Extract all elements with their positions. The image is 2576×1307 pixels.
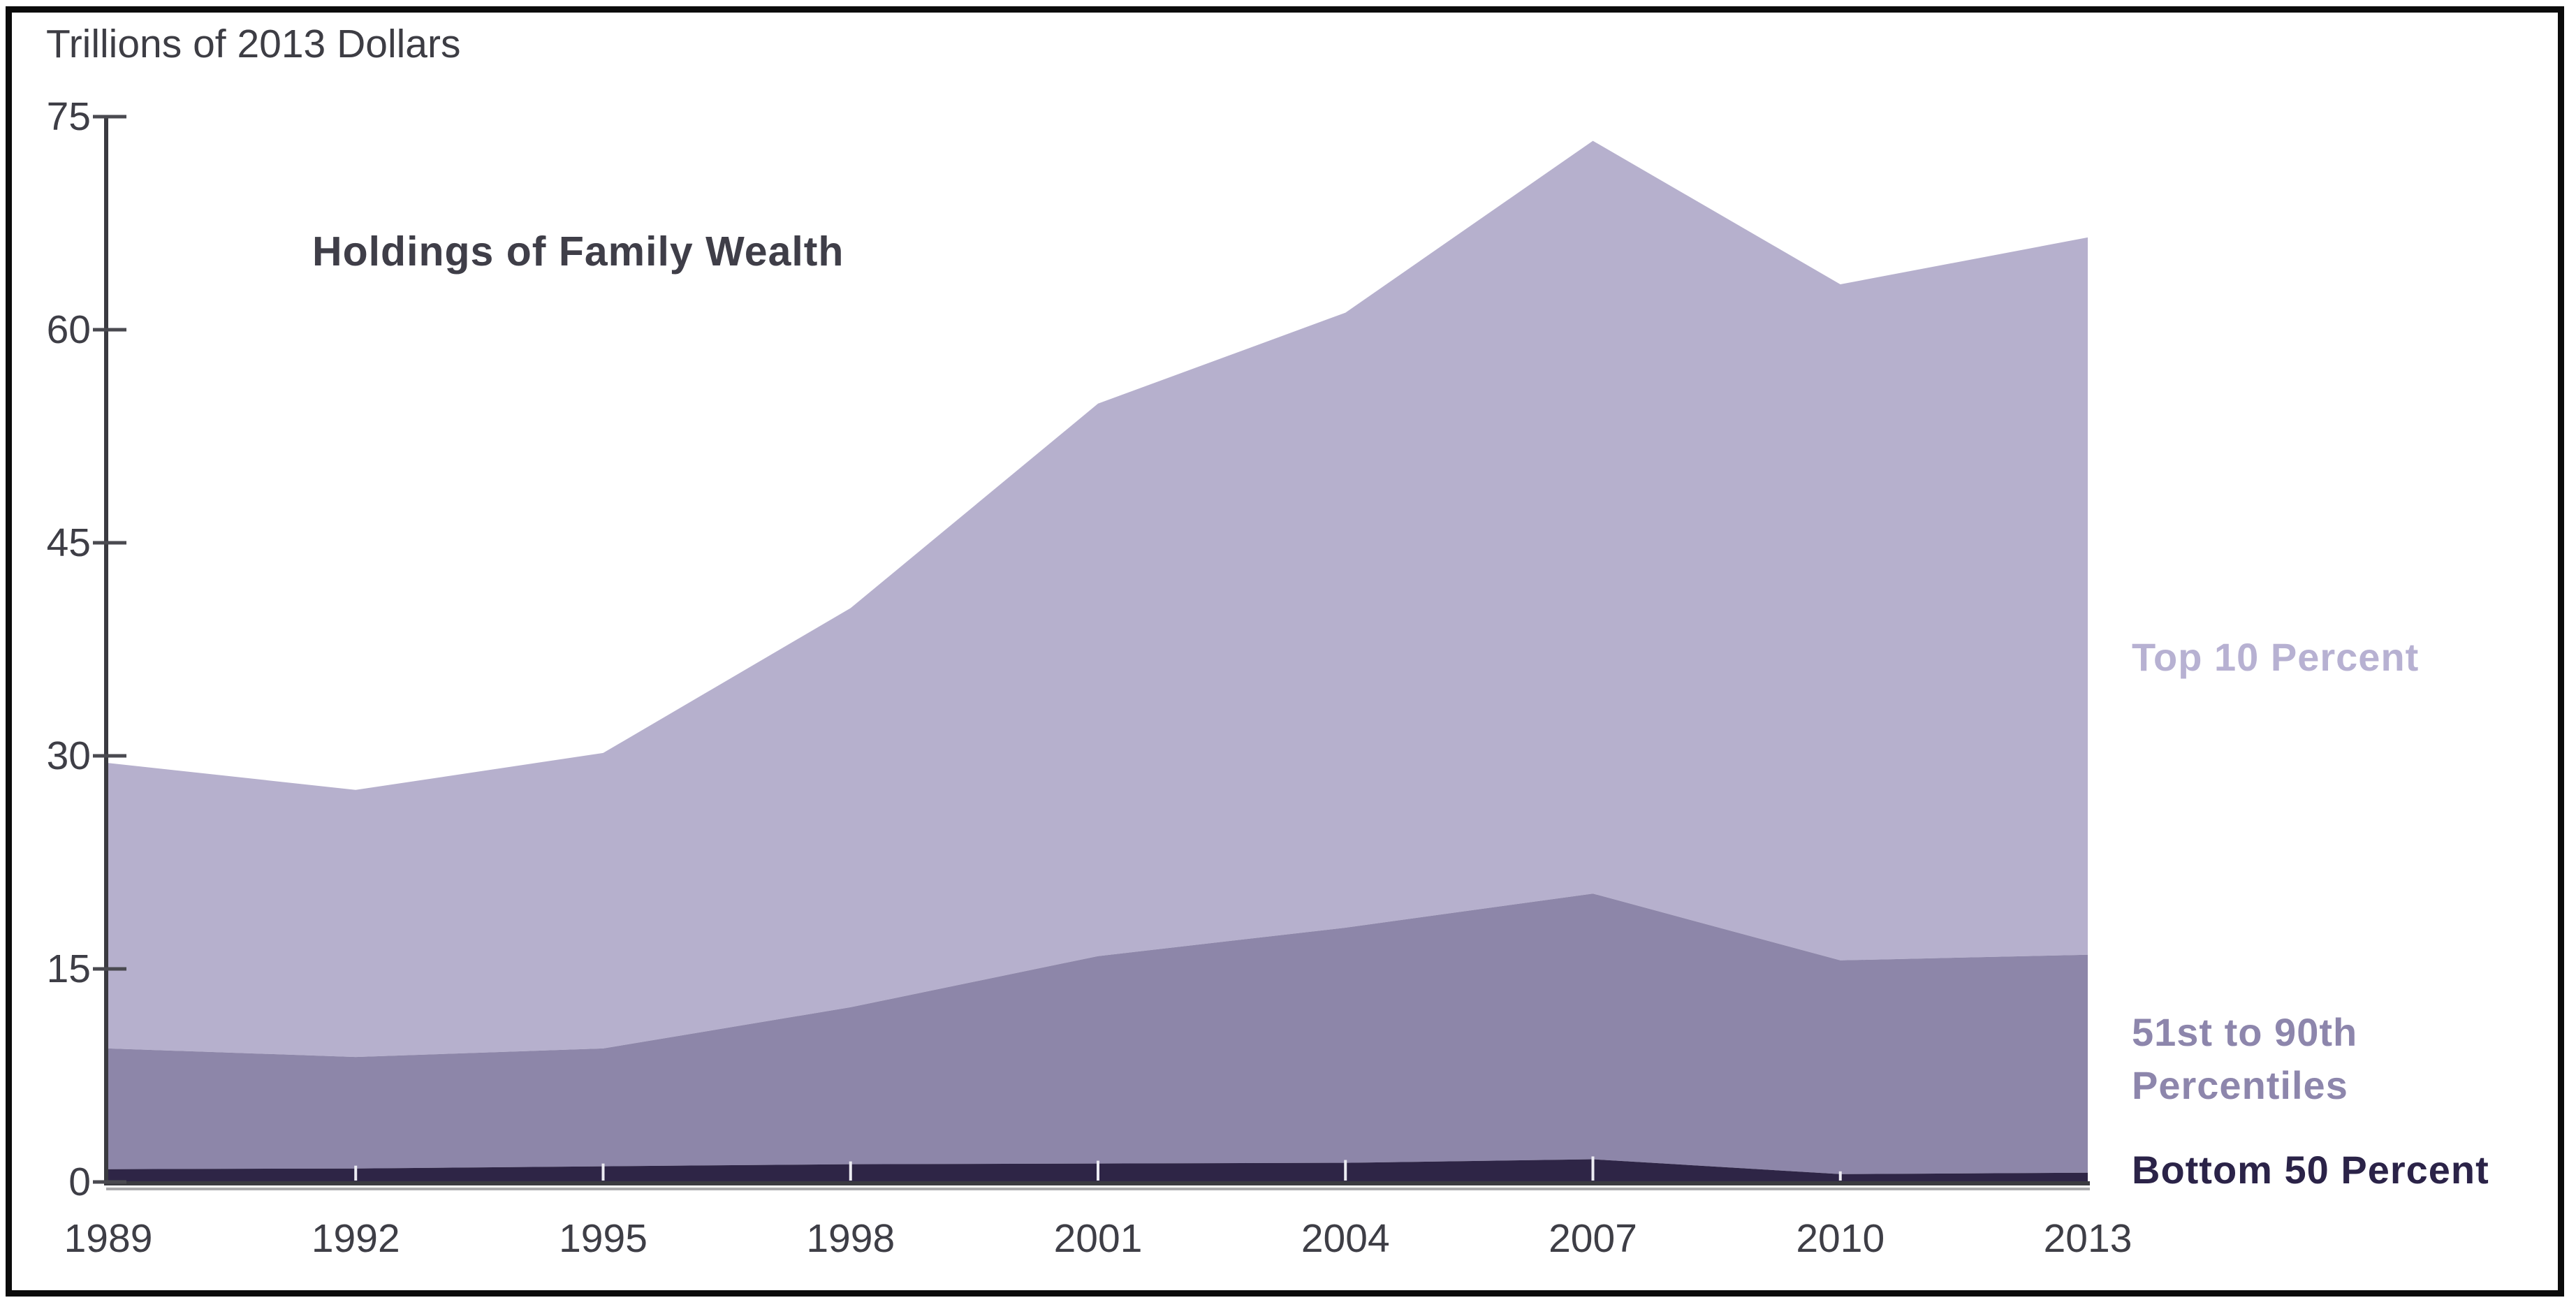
legend-51st-90th-line1: 51st to 90th: [2132, 1010, 2358, 1054]
x-tick-label-2013: 2013: [2043, 1216, 2132, 1261]
x-tick-label-1998: 1998: [806, 1216, 895, 1261]
x-tick-label-2001: 2001: [1053, 1216, 1143, 1261]
x-tick-label-1995: 1995: [559, 1216, 647, 1261]
chart-title: Holdings of Family Wealth: [312, 228, 844, 275]
y-tick-label-15: 15: [46, 947, 91, 991]
y-tick-label-75: 75: [46, 94, 91, 140]
area-51st-to-90th-percentiles: [108, 893, 2088, 1174]
y-tick-label-60: 60: [46, 307, 91, 353]
y-tick-label-0: 0: [68, 1160, 91, 1204]
x-tick-label-2007: 2007: [1549, 1216, 1637, 1261]
y-tick-label-45: 45: [46, 520, 91, 565]
legend-top-10-percent: Top 10 Percent: [2132, 635, 2420, 679]
y-tick-label-30: 30: [46, 733, 91, 778]
x-tick-label-1989: 1989: [64, 1216, 153, 1261]
x-tick-label-2004: 2004: [1301, 1216, 1390, 1261]
y-axis-unit-label: Trillions of 2013 Dollars: [46, 22, 461, 66]
x-tick-label-2010: 2010: [1796, 1216, 1885, 1261]
legend-51st-90th-line2: Percentiles: [2132, 1063, 2348, 1107]
x-tick-label-1992: 1992: [311, 1216, 400, 1261]
area-top-10-percent: [108, 140, 2088, 1058]
legend-bottom-50-percent: Bottom 50 Percent: [2132, 1148, 2489, 1192]
